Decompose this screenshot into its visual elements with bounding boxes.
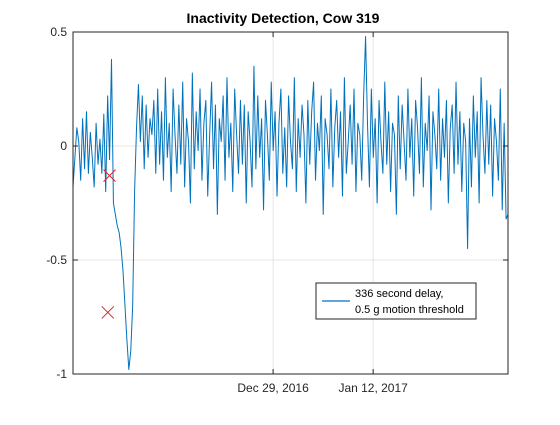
y-tick-label: 0	[60, 139, 67, 153]
legend-label-line-2: 0.5 g motion threshold	[355, 304, 464, 316]
y-tick-label: 0.5	[50, 25, 67, 39]
x-tick-label: Jan 12, 2017	[338, 381, 408, 395]
legend: 336 second delay, 0.5 g motion threshold	[315, 282, 477, 320]
legend-label-line-1: 336 second delay,	[355, 288, 443, 300]
line-layer	[72, 36, 509, 370]
x-marker	[101, 306, 115, 319]
marker-layer	[101, 169, 116, 319]
x-tick-label: Dec 29, 2016	[237, 381, 309, 395]
y-tick-layer: -1 -0.5 0 0.5	[46, 25, 508, 381]
grid-layer	[73, 31, 508, 375]
x-tick-layer: Dec 29, 2016 Jan 12, 2017	[237, 32, 408, 395]
y-tick-label: -1	[56, 367, 67, 381]
x-marker-stroke	[103, 169, 116, 182]
x-marker	[103, 169, 116, 182]
series-line	[72, 36, 509, 370]
chart-title: Inactivity Detection, Cow 319	[187, 10, 380, 26]
plot-area-frame	[72, 31, 509, 375]
y-tick-label: -0.5	[46, 253, 67, 267]
x-marker-stroke	[101, 306, 115, 319]
